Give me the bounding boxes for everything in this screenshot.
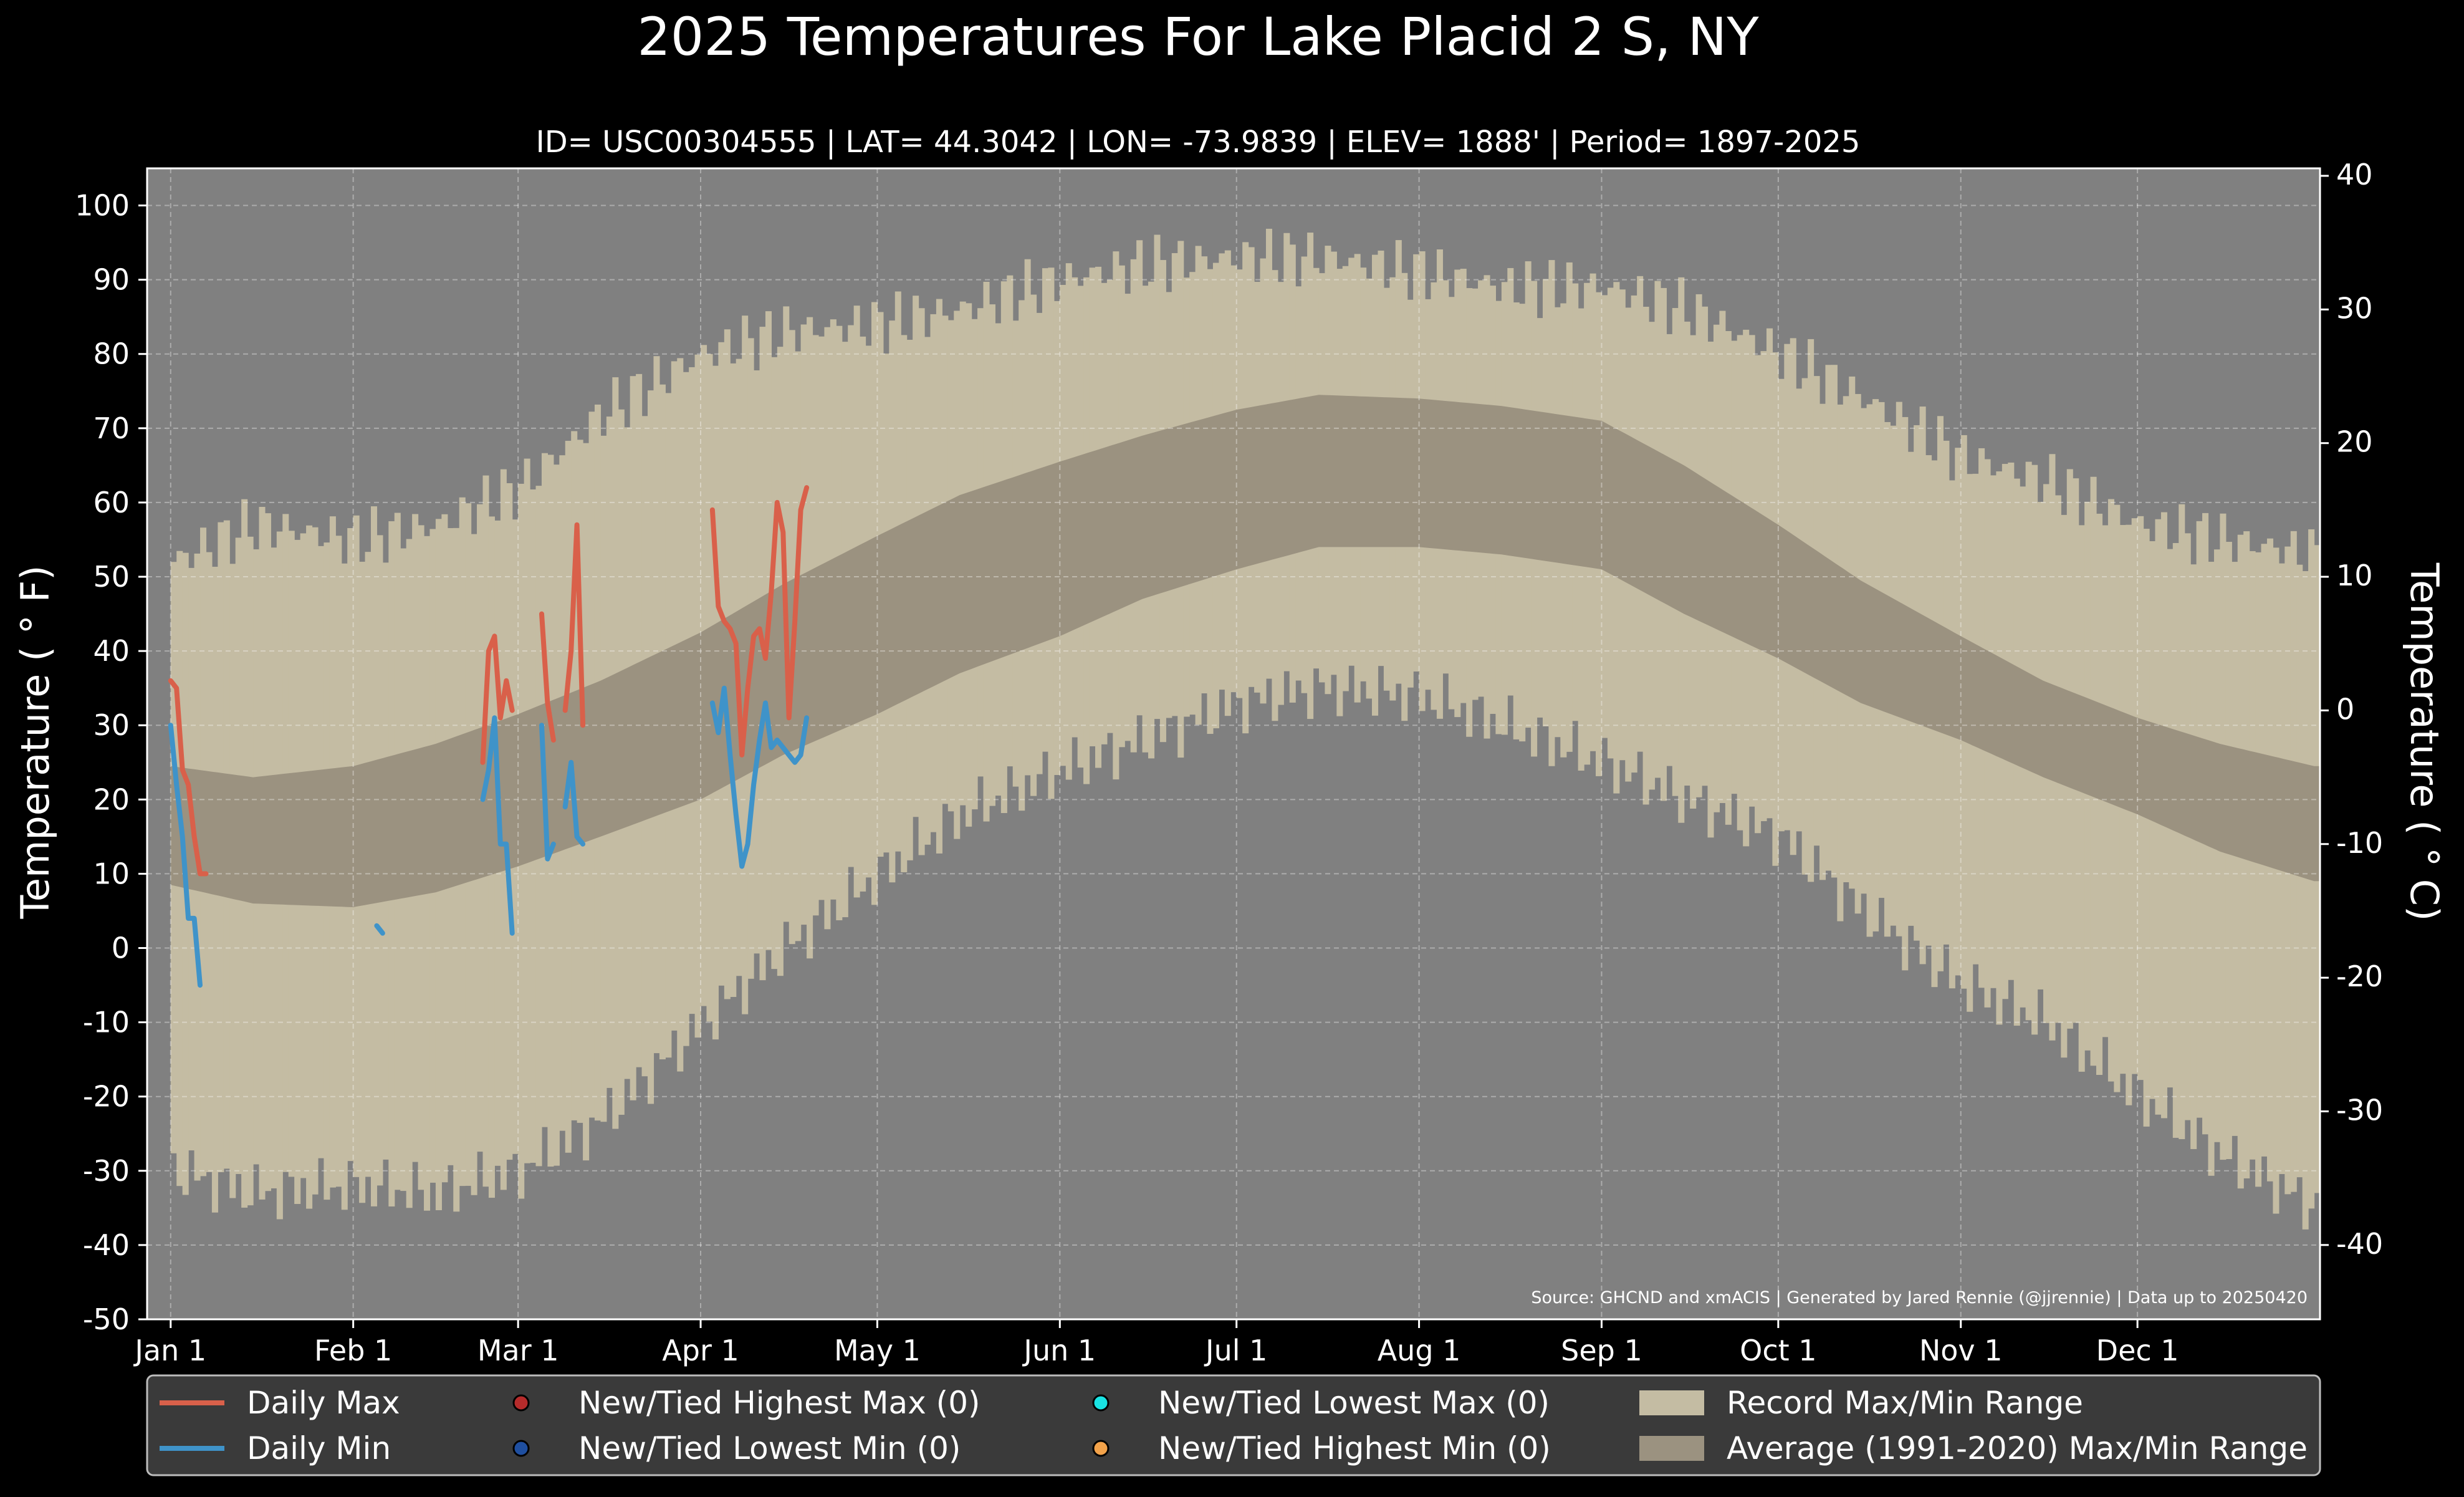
y-tick-label-fahrenheit: 90 <box>93 263 130 297</box>
legend-label: Daily Max <box>247 1385 400 1421</box>
grid <box>147 168 2320 1320</box>
y-tick-label-celsius: 40 <box>2336 158 2373 191</box>
daily-max-line <box>709 485 810 758</box>
daily-max-line <box>562 522 586 728</box>
legend-label: Daily Min <box>247 1430 391 1466</box>
x-tick-label: Oct 1 <box>1740 1334 1816 1367</box>
x-tick-label: Jun 1 <box>1022 1334 1096 1367</box>
y-tick-label-celsius: 30 <box>2336 291 2373 325</box>
record-range-bar <box>2143 529 2150 1127</box>
series-daily-max <box>168 485 810 877</box>
legend-box <box>146 1374 2321 1476</box>
y-tick-label-celsius: 0 <box>2336 692 2354 726</box>
record-range-bar <box>2208 561 2215 1176</box>
x-tick-label: Jan 1 <box>133 1334 206 1367</box>
y-tick-label-fahrenheit: 50 <box>93 560 130 594</box>
record-range-bar <box>2172 542 2179 1138</box>
y-tick-label-fahrenheit: 10 <box>93 857 130 890</box>
x-tick-label: Jul 1 <box>1204 1334 1267 1367</box>
record-range-bar <box>2126 524 2132 1105</box>
daily-min-line <box>168 723 203 988</box>
x-tick-label: Sep 1 <box>1561 1334 1642 1367</box>
y-tick-label-celsius: -40 <box>2336 1227 2383 1261</box>
y-tick-label-fahrenheit: 20 <box>93 782 130 816</box>
record-range-bar <box>2302 571 2309 1230</box>
daily-min-line <box>539 723 556 862</box>
y-tick-label-fahrenheit: 70 <box>93 412 130 445</box>
daily-min-line <box>709 685 810 869</box>
y-tick-label-fahrenheit: -50 <box>83 1302 130 1336</box>
daily-max-line <box>168 678 209 877</box>
daily-min-line <box>562 759 586 847</box>
daily-min-line <box>374 923 385 936</box>
legend-swatch-marker <box>1092 1394 1110 1412</box>
legend-swatch-patch <box>1639 1436 1704 1461</box>
x-tick-label: Feb 1 <box>314 1334 392 1367</box>
legend-label: Record Max/Min Range <box>1727 1385 2083 1421</box>
legend-swatch-marker <box>1092 1440 1110 1457</box>
y-tick-label-fahrenheit: 80 <box>93 337 130 371</box>
y-tick-label-celsius: -10 <box>2336 826 2383 860</box>
record-range-bar <box>2237 534 2244 1189</box>
legend-swatch-patch <box>1639 1390 1704 1415</box>
y-tick-label-fahrenheit: -40 <box>83 1228 130 1262</box>
y-tick-label-fahrenheit: 40 <box>93 634 130 668</box>
legend-label: New/Tied Lowest Min (0) <box>578 1430 961 1466</box>
y-tick-label-celsius: 10 <box>2336 559 2373 592</box>
record-range-bar <box>2078 525 2085 1072</box>
x-tick-label: May 1 <box>834 1334 921 1367</box>
y-tick-label-fahrenheit: -10 <box>83 1006 130 1039</box>
y-tick-label-fahrenheit: 0 <box>112 931 130 965</box>
chart-title: 2025 Temperatures For Lake Placid 2 S, N… <box>637 6 1759 67</box>
y-tick-label-celsius: -30 <box>2336 1093 2383 1127</box>
legend-label: New/Tied Lowest Max (0) <box>1158 1385 1550 1421</box>
legend-label: New/Tied Highest Min (0) <box>1158 1430 1551 1466</box>
y-tick-label-fahrenheit: -30 <box>83 1154 130 1188</box>
x-tick-label: Apr 1 <box>662 1334 739 1367</box>
record-range-bar <box>2273 547 2279 1214</box>
y-tick-label-celsius: 20 <box>2336 425 2373 459</box>
plot-border <box>146 167 2321 1321</box>
y-tick-label-fahrenheit: 30 <box>93 708 130 742</box>
legend-swatch-marker <box>512 1440 530 1457</box>
daily-max-line <box>480 633 515 765</box>
legend-swatch-marker <box>512 1394 530 1412</box>
y-tick-label-celsius: -20 <box>2336 960 2383 993</box>
plot-area: -50-40-30-20-100102030405060708090100-40… <box>75 158 2383 1367</box>
legend-label: New/Tied Highest Max (0) <box>578 1385 980 1421</box>
legend: Daily Max Daily Min New/Tied Highest Max (… <box>146 1374 2321 1476</box>
x-tick-label: Nov 1 <box>1919 1334 2003 1367</box>
record-range-bar <box>2061 514 2068 1058</box>
legend-label: Average (1991-2020) Max/Min Range <box>1727 1430 2308 1466</box>
y-tick-label-fahrenheit: 100 <box>75 189 130 223</box>
series-daily-min <box>168 685 810 988</box>
daily-max-line <box>539 611 556 743</box>
x-tick-label: Aug 1 <box>1378 1334 1461 1367</box>
record-range-bar <box>2190 564 2197 1149</box>
y-axis-label-fahrenheit: Temperature ( ° F) <box>12 566 58 920</box>
y-axis-label-celsius: Temperature ( ° C) <box>2402 562 2447 922</box>
y-tick-label-fahrenheit: 60 <box>93 486 130 519</box>
x-tick-label: Mar 1 <box>477 1334 559 1367</box>
daily-min-line <box>480 715 515 936</box>
chart-subtitle: ID= USC00304555 | LAT= 44.3042 | LON= -7… <box>536 125 1861 160</box>
average-range-band <box>170 395 2320 907</box>
record-range-bar <box>2255 552 2262 1187</box>
y-tick-label-fahrenheit: -20 <box>83 1080 130 1114</box>
x-tick-label: Dec 1 <box>2096 1334 2179 1367</box>
source-note: Source: GHCND and xmACIS | Generated by … <box>1531 1288 2308 1307</box>
